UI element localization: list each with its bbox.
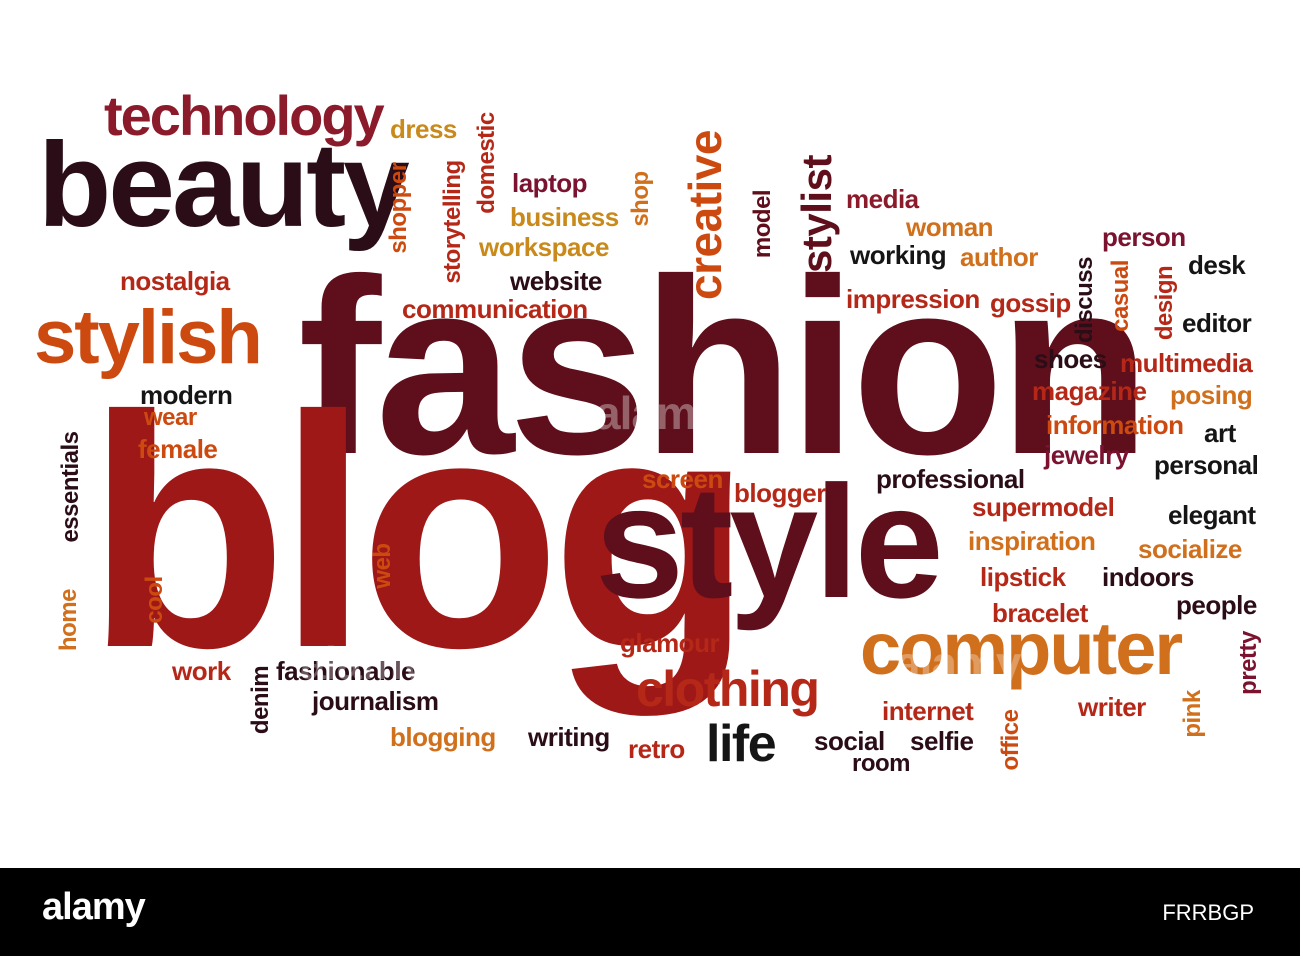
word-cloud: fashion blog style beauty technology sty… <box>34 84 1266 778</box>
word-inspiration: inspiration <box>968 526 1096 556</box>
word-author: author <box>960 242 1038 272</box>
word-domestic: domestic <box>470 104 504 222</box>
word-retro: retro <box>628 734 685 764</box>
word-model-text: model <box>749 189 776 259</box>
brand-logo: alamy <box>42 886 146 928</box>
word-nostalgia: nostalgia <box>120 266 230 296</box>
word-people: people <box>1176 590 1257 620</box>
word-discuss-text: discuss <box>1071 257 1098 343</box>
word-shop: shop <box>624 168 658 230</box>
word-website: website <box>510 266 602 296</box>
word-denim: denim <box>244 660 278 740</box>
stock-footer-bar: alamy FRRBGP <box>0 868 1300 956</box>
word-professional: professional <box>876 464 1025 494</box>
word-writing: writing <box>528 722 610 752</box>
word-lipstick: lipstick <box>980 562 1066 592</box>
word-dress: dress <box>390 114 457 144</box>
word-female: female <box>138 434 218 464</box>
word-domestic-text: domestic <box>473 112 500 214</box>
word-home: home <box>52 584 86 656</box>
word-design-text: design <box>1151 265 1178 341</box>
word-life: life <box>706 715 777 773</box>
word-blogging: blogging <box>390 722 496 752</box>
word-casual: casual <box>1104 254 1138 338</box>
word-indoors: indoors <box>1102 562 1194 592</box>
word-business: business <box>510 202 619 232</box>
word-cool: cool <box>138 572 172 628</box>
word-workspace: workspace <box>479 232 609 262</box>
word-posing: posing <box>1170 380 1253 410</box>
word-shoes: shoes <box>1034 344 1107 374</box>
word-gossip: gossip <box>990 288 1071 318</box>
word-office: office <box>994 702 1028 778</box>
word-personal: personal <box>1154 450 1259 480</box>
word-writer: writer <box>1078 692 1146 722</box>
word-office-text: office <box>997 709 1024 771</box>
word-shopper: shopper <box>382 155 416 261</box>
word-room: room <box>852 750 911 777</box>
word-work: work <box>172 656 231 686</box>
word-pink-text: pink <box>1179 690 1206 738</box>
word-shopper-text: shopper <box>385 162 412 254</box>
word-multimedia: multimedia <box>1120 348 1253 378</box>
word-style: style <box>595 452 944 631</box>
word-journalism: journalism <box>312 686 439 716</box>
word-woman: woman <box>906 212 994 242</box>
word-discuss: discuss <box>1068 252 1102 348</box>
word-information: information <box>1046 410 1184 440</box>
word-creative-text: creative <box>679 130 731 300</box>
word-web: web <box>366 540 400 592</box>
word-stylist-text: stylist <box>793 155 840 273</box>
word-supermodel: supermodel <box>972 492 1115 522</box>
word-stylish: stylish <box>34 295 263 380</box>
word-shop-text: shop <box>627 171 654 227</box>
word-communication: communication <box>402 294 588 324</box>
word-blogger: blogger <box>734 478 826 508</box>
word-social: social <box>814 726 885 756</box>
word-working: working <box>850 240 947 270</box>
word-casual-text: casual <box>1107 260 1134 332</box>
word-glamour: glamour <box>620 628 720 658</box>
word-wear: wear <box>144 404 197 431</box>
word-blog: blog <box>86 347 752 716</box>
word-storytelling-text: storytelling <box>439 160 466 284</box>
word-art: art <box>1204 418 1236 448</box>
word-bracelet: bracelet <box>992 598 1088 628</box>
word-internet: internet <box>882 696 974 726</box>
word-magazine: magazine <box>1032 376 1147 406</box>
word-cool-text: cool <box>141 576 168 624</box>
word-storytelling: storytelling <box>436 150 470 294</box>
word-desk: desk <box>1188 250 1246 280</box>
word-elegant: elegant <box>1168 500 1256 530</box>
word-person: person <box>1102 222 1186 252</box>
word-clothing: clothing <box>636 661 820 717</box>
word-home-text: home <box>55 588 82 652</box>
word-model: model <box>746 186 780 262</box>
word-web-text: web <box>369 543 396 589</box>
word-design: design <box>1148 262 1182 344</box>
word-stylist: stylist <box>793 138 841 290</box>
word-creative: creative <box>679 110 731 320</box>
word-fashionable: fashionable <box>276 656 415 686</box>
word-editor: editor <box>1182 308 1252 338</box>
word-beauty: beauty <box>38 118 410 252</box>
word-denim-text: denim <box>247 665 274 735</box>
word-pretty-text: pretty <box>1235 631 1262 695</box>
word-pink: pink <box>1176 684 1210 744</box>
word-fashion: fashion <box>298 227 1151 506</box>
word-technology: technology <box>104 84 385 147</box>
image-code: FRRBGP <box>1162 900 1254 925</box>
word-laptop: laptop <box>512 168 588 198</box>
word-selfie: selfie <box>910 726 974 756</box>
word-screen: screen <box>642 464 723 494</box>
word-jewelry: jewelry <box>1044 440 1129 470</box>
word-essentials-text: essentials <box>57 431 84 543</box>
word-modern: modern <box>140 380 233 410</box>
word-pretty: pretty <box>1232 622 1266 704</box>
word-media: media <box>846 184 919 214</box>
word-socialize: socialize <box>1138 534 1242 564</box>
word-computer: computer <box>860 607 1183 690</box>
word-essentials: essentials <box>54 424 88 550</box>
word-impression: impression <box>846 284 980 314</box>
